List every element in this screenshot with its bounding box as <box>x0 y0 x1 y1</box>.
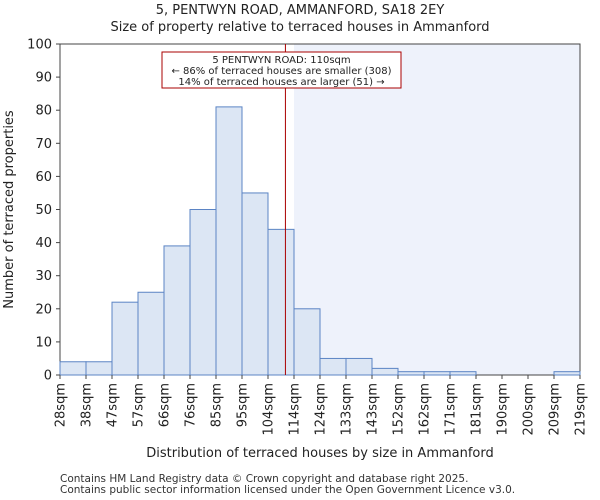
bar-95sqm <box>241 192 269 376</box>
x-tick-label: 124sqm <box>314 383 329 436</box>
x-tick-label: 190sqm <box>496 383 511 436</box>
annotation-line-3: 14% of terraced houses are larger (51) → <box>178 77 384 88</box>
bar-57sqm <box>137 291 165 376</box>
y-tick-label: 10 <box>35 335 52 350</box>
chart-subtitle: Size of property relative to terraced ho… <box>110 20 490 35</box>
x-tick-label: 209sqm <box>548 383 563 436</box>
x-tick-label: 104sqm <box>262 383 277 436</box>
bar-114sqm <box>293 308 321 376</box>
bar-124sqm <box>319 357 347 376</box>
x-tick-label: 66sqm <box>158 383 173 427</box>
x-axis-label: Distribution of terraced houses by size … <box>146 446 494 461</box>
bar-162sqm <box>423 371 451 376</box>
x-tick-label: 152sqm <box>392 383 407 436</box>
bar-171sqm <box>449 371 477 376</box>
x-tick-label: 200sqm <box>522 383 537 436</box>
bar-209sqm <box>553 371 581 376</box>
x-tick-label: 133sqm <box>340 383 355 436</box>
bar-66sqm <box>163 245 191 376</box>
annotation-line-1: 5 PENTWYN ROAD: 110sqm <box>212 55 350 66</box>
x-tick-label: 114sqm <box>288 383 303 436</box>
bar-133sqm <box>345 357 373 376</box>
y-tick-label: 100 <box>27 38 52 53</box>
x-tick-label: 219sqm <box>574 383 589 436</box>
page-title: 5, PENTWYN ROAD, AMMANFORD, SA18 2EY <box>155 3 445 18</box>
bar-104sqm <box>267 228 295 376</box>
x-tick-label: 76sqm <box>184 383 199 427</box>
y-tick-label: 0 <box>44 369 52 384</box>
x-tick-label: 143sqm <box>366 383 381 436</box>
bar-28sqm <box>59 361 87 376</box>
y-tick-label: 80 <box>35 104 52 119</box>
bar-143sqm <box>371 367 399 376</box>
bar-38sqm <box>85 361 113 376</box>
bar-152sqm <box>397 371 425 376</box>
y-tick-label: 30 <box>35 269 52 284</box>
y-tick-label: 20 <box>35 302 52 317</box>
y-tick-label: 40 <box>35 236 52 251</box>
y-tick-label: 70 <box>35 137 52 152</box>
bar-47sqm <box>111 301 139 376</box>
y-axis-label: Number of terraced properties <box>2 110 17 309</box>
x-tick-label: 47sqm <box>106 383 121 427</box>
footer-copyright: Contains HM Land Registry data © Crown c… <box>60 473 469 485</box>
x-tick-label: 95sqm <box>236 383 251 427</box>
x-tick-label: 85sqm <box>210 383 225 427</box>
y-tick-label: 60 <box>35 170 52 185</box>
x-tick-label: 38sqm <box>80 383 95 427</box>
x-tick-label: 171sqm <box>444 383 459 436</box>
annotation-box <box>161 51 402 89</box>
x-tick-label: 181sqm <box>470 383 485 436</box>
x-tick-label: 28sqm <box>54 383 69 427</box>
footer-licence: Contains public sector information licen… <box>60 484 516 496</box>
histogram-chart: 0 10 20 30 40 50 60 70 80 90 100 28sqm 38sqm 47sqm 57s… <box>2 38 589 462</box>
x-tick-label: 57sqm <box>132 383 147 427</box>
x-tick-label: 162sqm <box>418 383 433 436</box>
annotation-line-2: ← 86% of terraced houses are smaller (30… <box>171 66 391 77</box>
bar-85sqm <box>215 106 243 376</box>
y-tick-label: 50 <box>35 203 52 218</box>
highlight-region <box>294 44 580 375</box>
y-tick-label: 90 <box>35 71 52 86</box>
bar-76sqm <box>189 209 217 376</box>
